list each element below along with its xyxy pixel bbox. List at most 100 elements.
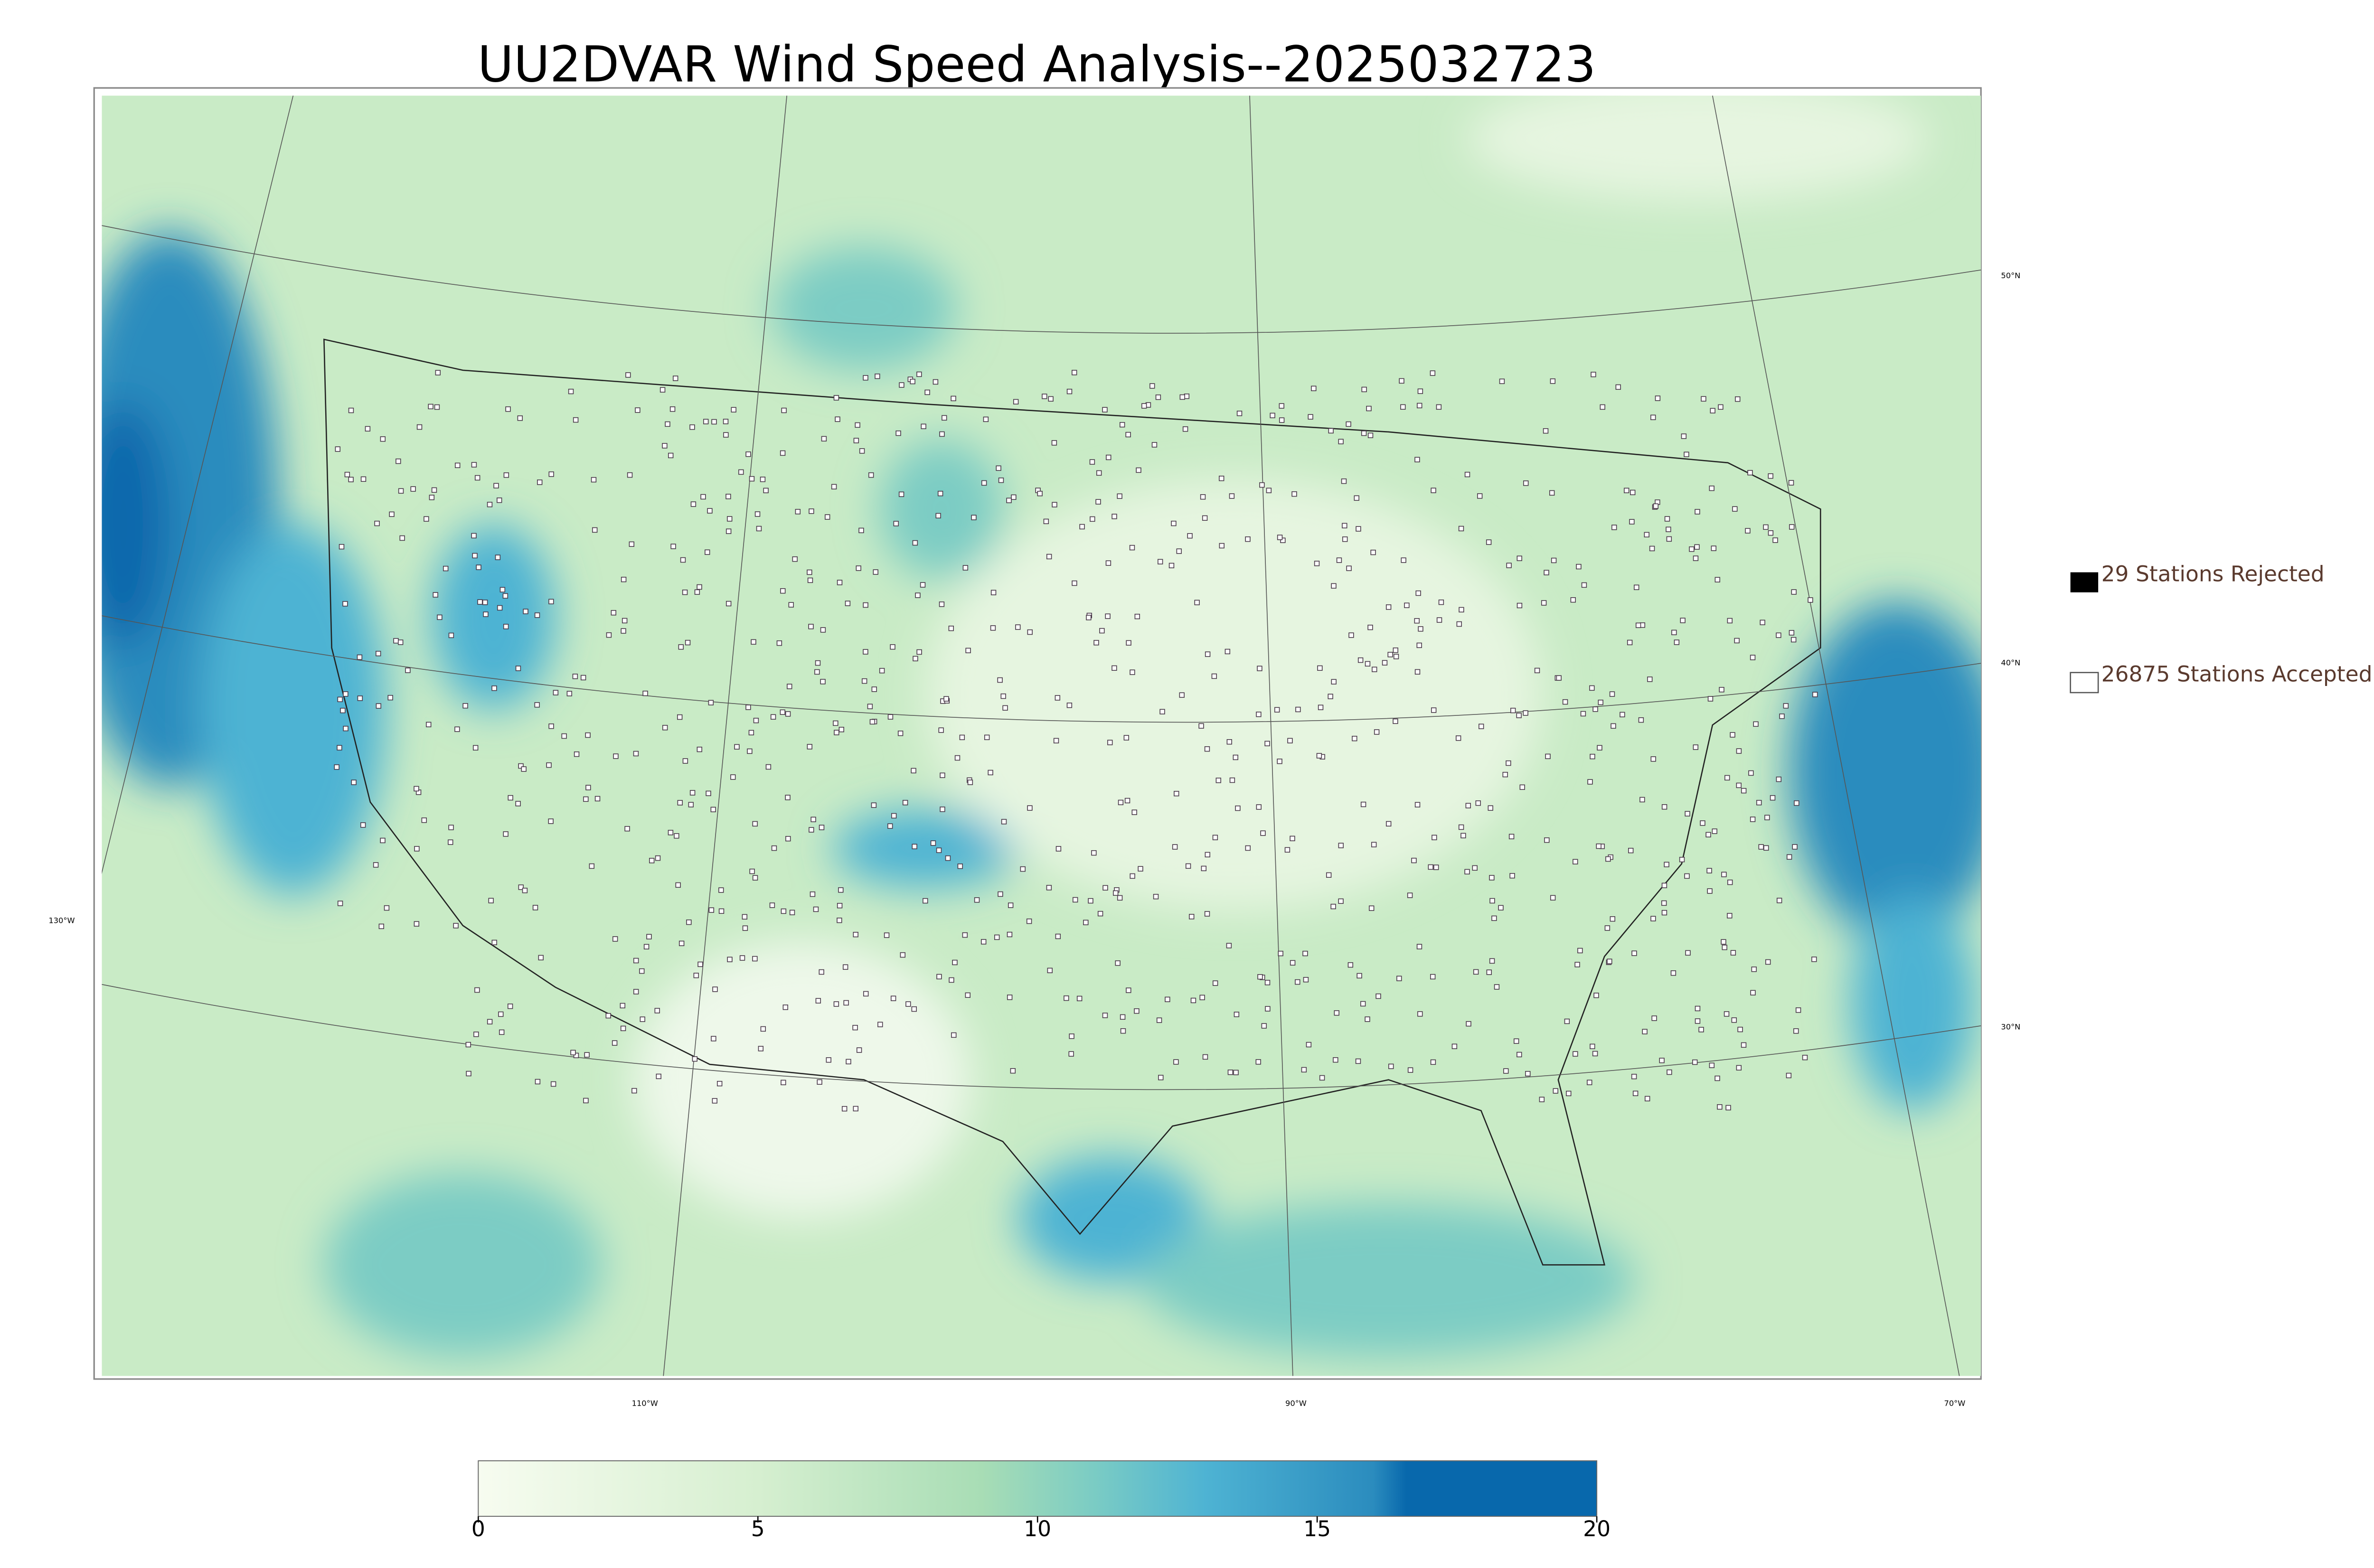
station-marker	[905, 1001, 911, 1007]
station-marker	[1372, 667, 1377, 672]
station-marker	[1494, 984, 1500, 990]
station-marker	[627, 472, 633, 478]
station-marker	[945, 855, 951, 861]
station-marker	[1750, 990, 1756, 995]
station-marker	[1105, 560, 1112, 566]
station-marker	[1513, 1038, 1519, 1044]
station-marker	[515, 801, 521, 807]
station-marker	[357, 695, 363, 701]
station-marker	[1046, 885, 1052, 891]
station-marker	[939, 601, 945, 607]
station-marker	[1027, 805, 1033, 811]
station-marker	[809, 827, 814, 833]
station-marker	[1256, 712, 1262, 717]
station-marker	[498, 1011, 504, 1017]
station-marker	[343, 725, 349, 732]
station-marker	[810, 891, 816, 897]
station-marker	[1046, 554, 1052, 560]
station-marker	[1159, 709, 1165, 714]
station-marker	[1125, 432, 1131, 438]
station-marker	[1727, 879, 1733, 885]
station-marker	[670, 544, 676, 549]
station-marker	[1369, 905, 1375, 911]
station-marker	[1007, 995, 1013, 1000]
station-marker	[1573, 1051, 1578, 1057]
station-marker	[916, 371, 922, 377]
station-marker	[787, 684, 792, 689]
station-marker	[884, 932, 890, 938]
station-marker	[668, 830, 674, 836]
station-marker	[1639, 797, 1645, 803]
station-marker	[1404, 602, 1410, 608]
station-marker	[373, 862, 379, 868]
station-marker	[434, 404, 440, 410]
station-marker	[891, 813, 897, 819]
station-marker	[1411, 857, 1417, 864]
station-marker	[817, 1079, 822, 1085]
station-marker	[1055, 695, 1061, 701]
station-marker	[1399, 378, 1404, 384]
station-marker	[1088, 898, 1093, 904]
station-marker	[1076, 995, 1083, 1002]
station-marker	[897, 731, 904, 736]
station-marker	[620, 1003, 625, 1009]
station-marker	[1226, 739, 1232, 745]
station-marker	[503, 831, 509, 837]
station-marker	[1361, 430, 1367, 436]
station-marker	[951, 395, 956, 402]
station-marker	[398, 488, 404, 494]
station-marker	[685, 639, 691, 646]
station-marker	[656, 1073, 661, 1080]
station-marker	[1664, 862, 1669, 867]
station-marker	[1117, 895, 1123, 901]
station-marker	[1156, 1017, 1162, 1023]
station-marker	[1638, 717, 1644, 723]
station-marker	[1642, 1029, 1648, 1034]
station-marker	[833, 1001, 839, 1007]
station-marker	[1707, 696, 1714, 702]
station-marker	[1284, 847, 1291, 853]
station-marker	[831, 484, 837, 489]
station-marker	[522, 888, 528, 893]
station-marker	[739, 955, 745, 961]
station-marker	[1730, 950, 1736, 956]
station-marker	[1455, 735, 1461, 741]
station-marker	[1786, 854, 1792, 860]
station-marker	[493, 483, 499, 488]
station-marker	[1510, 707, 1516, 714]
station-marker	[1291, 491, 1297, 497]
station-marker	[1374, 729, 1380, 735]
station-marker	[1706, 868, 1712, 873]
station-marker	[1264, 741, 1270, 746]
station-marker	[1089, 459, 1095, 465]
station-marker	[1336, 557, 1342, 563]
station-marker	[1131, 809, 1137, 815]
station-marker	[1653, 503, 1659, 509]
station-marker	[859, 448, 865, 454]
station-marker	[1786, 1072, 1792, 1079]
station-marker	[472, 745, 479, 751]
station-marker	[895, 430, 901, 436]
station-marker	[1105, 613, 1111, 619]
station-marker	[1725, 1105, 1731, 1111]
station-marker	[1331, 583, 1337, 589]
station-marker	[1550, 895, 1556, 901]
station-marker	[1020, 866, 1026, 872]
station-marker	[738, 469, 744, 475]
station-marker	[585, 785, 591, 790]
station-marker	[1234, 1012, 1240, 1017]
station-marker	[1721, 939, 1726, 945]
station-marker	[1331, 679, 1337, 685]
station-marker	[662, 725, 668, 731]
station-marker	[752, 875, 758, 881]
station-marker	[1204, 746, 1210, 752]
station-marker	[1338, 843, 1344, 848]
station-marker	[643, 944, 650, 949]
station-marker	[879, 668, 885, 674]
station-marker	[1226, 943, 1232, 948]
station-marker	[1134, 1008, 1140, 1014]
station-marker	[1592, 1051, 1598, 1057]
station-marker	[723, 419, 729, 424]
station-marker	[1650, 916, 1656, 921]
station-marker	[1684, 451, 1689, 457]
